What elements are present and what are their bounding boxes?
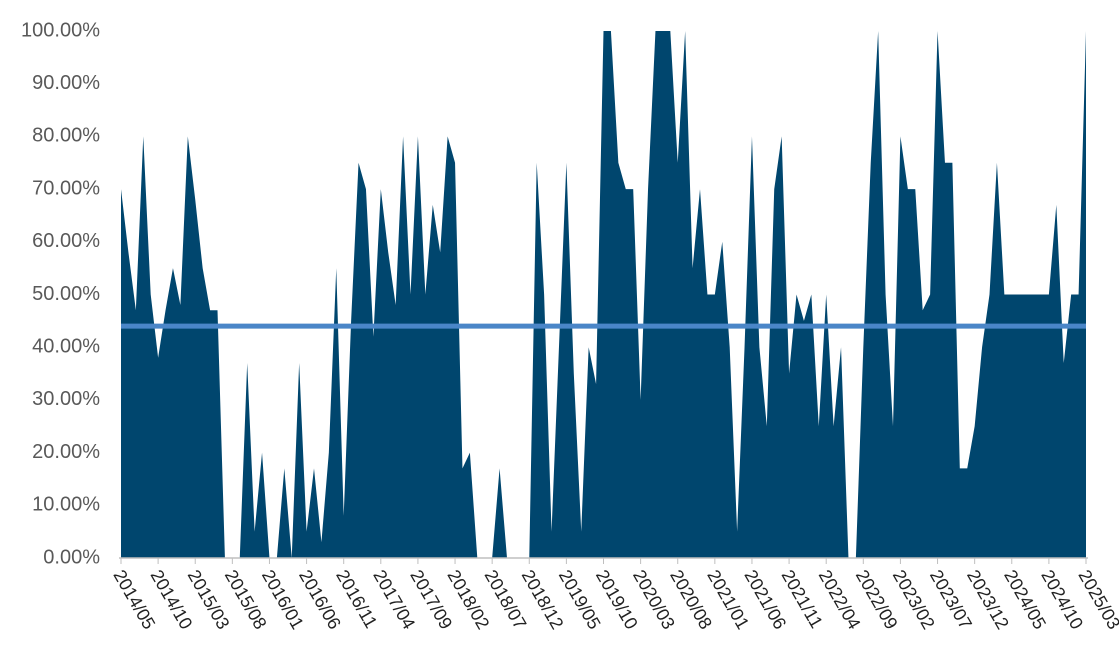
y-tick-label: 100.00% (21, 19, 100, 41)
y-tick-label: 40.00% (32, 335, 100, 357)
y-tick-label: 60.00% (32, 230, 100, 252)
y-tick-label: 10.00% (32, 494, 100, 516)
area (121, 31, 1086, 558)
y-tick-label: 30.00% (32, 388, 100, 410)
y-tick-label: 50.00% (32, 283, 100, 305)
y-tick-label: 70.00% (32, 177, 100, 199)
y-tick-label: 20.00% (32, 441, 100, 463)
y-tick-label: 90.00% (32, 72, 100, 94)
y-tick-label: 80.00% (32, 125, 100, 147)
y-tick-label: 0.00% (43, 546, 100, 568)
